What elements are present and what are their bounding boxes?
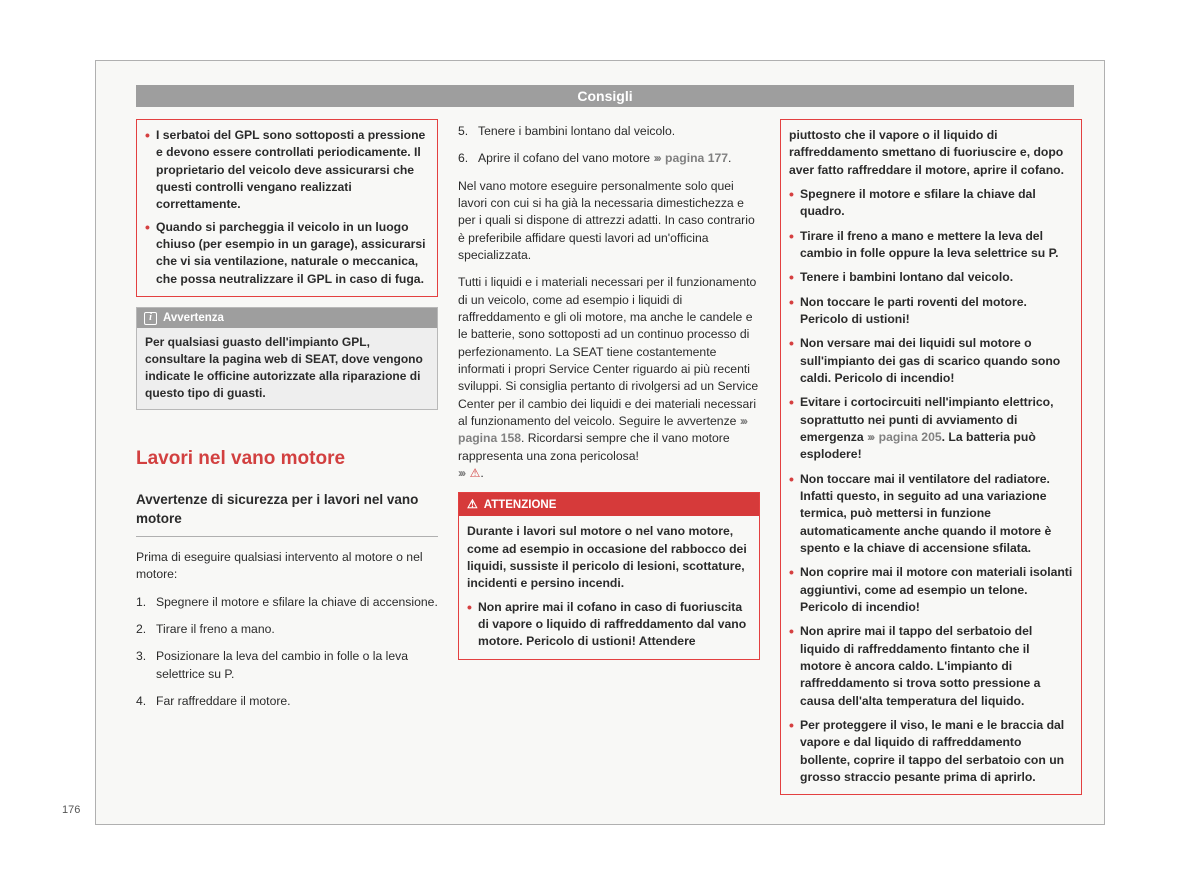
note-box: i Avvertenza Per qualsiasi guasto dell'i… — [136, 307, 438, 411]
warning-triangle-icon: ⚠ — [467, 496, 478, 513]
ref-chevron-icon: ››› — [740, 414, 746, 428]
step-2: Tirare il freno a mano. — [136, 621, 438, 638]
column-3: piuttosto che il vapore o il liquido di … — [780, 119, 1082, 812]
paragraph-fluids: Tutti i liquidi e i materiali necessari … — [458, 274, 760, 482]
c3-bullet-5: Non versare mai dei liquidi sul motore o… — [789, 335, 1073, 387]
attention-heading: ATTENZIONE — [484, 497, 557, 513]
paragraph-fluids-a: Tutti i liquidi e i materiali necessari … — [458, 275, 758, 428]
note-box-heading: Avvertenza — [163, 310, 224, 326]
c3-bullet-7: Non toccare mai il ventilatore del radia… — [789, 471, 1073, 558]
step-6-text: Aprire il cofano del vano motore — [478, 151, 653, 165]
column-1: I serbatoi del GPL sono sottoposti a pre… — [136, 119, 438, 812]
note-box-body: Per qualsiasi guasto dell'impianto GPL, … — [137, 328, 437, 409]
note-box-header: i Avvertenza — [137, 308, 437, 328]
warning-triangle-icon: ⚠ — [470, 466, 481, 480]
column-2: Tenere i bambini lontano dal veicolo. Ap… — [458, 119, 760, 812]
attention-intro: Durante i lavori sul motore o nel vano m… — [467, 523, 751, 592]
gpl-bullet-1: I serbatoi del GPL sono sottoposti a pre… — [145, 127, 429, 214]
gpl-bullet-2: Quando si parcheggia il veicolo in un lu… — [145, 219, 429, 288]
attention-bullet-1: Non aprire mai il cofano in caso di fuor… — [467, 599, 751, 651]
step-3: Posizionare la leva del cambio in folle … — [136, 648, 438, 683]
c3-bullet-1: Spegnere il motore e sfilare la chiave d… — [789, 186, 1073, 221]
section-header-title: Consigli — [577, 88, 632, 104]
step-5: Tenere i bambini lontano dal veicolo. — [458, 123, 760, 140]
page-frame: Consigli I serbatoi del GPL sono sottopo… — [95, 60, 1105, 825]
attention-box-continued: piuttosto che il vapore o il liquido di … — [780, 119, 1082, 795]
c3-bullet-2: Tirare il freno a mano e mettere la leva… — [789, 228, 1073, 263]
page-number: 176 — [62, 804, 80, 816]
c3-bullet-4: Non toccare le parti roventi del motore.… — [789, 294, 1073, 329]
attention-box-header: ⚠ ATTENZIONE — [459, 493, 759, 516]
attention-continuation: piuttosto che il vapore o il liquido di … — [789, 127, 1073, 179]
steps-list-cont: Tenere i bambini lontano dal veicolo. Ap… — [458, 123, 760, 168]
ref-chevron-icon: ››› — [458, 466, 464, 480]
intro-paragraph: Prima di eseguire qualsiasi intervento a… — [136, 549, 438, 584]
section-title: Lavori nel vano motore — [136, 446, 438, 473]
step-6: Aprire il cofano del vano motore ››› pag… — [458, 150, 760, 167]
step-1: Spegnere il motore e sfilare la chiave d… — [136, 594, 438, 611]
paragraph-workshop: Nel vano motore eseguire personalmente s… — [458, 178, 760, 265]
ref-chevron-icon: ››› — [653, 151, 659, 165]
warning-box-gpl: I serbatoi del GPL sono sottoposti a pre… — [136, 119, 438, 297]
step-6-tail: . — [728, 151, 731, 165]
step-4: Far raffreddare il motore. — [136, 693, 438, 710]
attention-box: ⚠ ATTENZIONE Durante i lavori sul motore… — [458, 492, 760, 659]
columns-container: I serbatoi del GPL sono sottoposti a pre… — [136, 119, 1074, 812]
page-ref-177: pagina 177 — [665, 151, 728, 165]
c3-bullet-9: Non aprire mai il tappo del serbatoio de… — [789, 623, 1073, 710]
c3-bullet-3: Tenere i bambini lontano dal veicolo. — [789, 269, 1073, 286]
c3-bullet-8: Non coprire mai il motore con materiali … — [789, 564, 1073, 616]
info-icon: i — [144, 312, 157, 325]
c3-bullet-6: Evitare i cortocircuiti nell'impianto el… — [789, 394, 1073, 463]
steps-list: Spegnere il motore e sfilare la chiave d… — [136, 594, 438, 711]
ref-chevron-icon: ››› — [867, 430, 873, 444]
page-ref-158: pagina 158 — [458, 431, 521, 445]
c3-bullet-10: Per proteggere il viso, le mani e le bra… — [789, 717, 1073, 786]
attention-box-body: Durante i lavori sul motore o nel vano m… — [459, 516, 759, 658]
subsection-title: Avvertenze di sicurezza per i lavori nel… — [136, 491, 438, 536]
page-ref-205: pagina 205 — [879, 430, 942, 444]
section-header: Consigli — [136, 85, 1074, 107]
